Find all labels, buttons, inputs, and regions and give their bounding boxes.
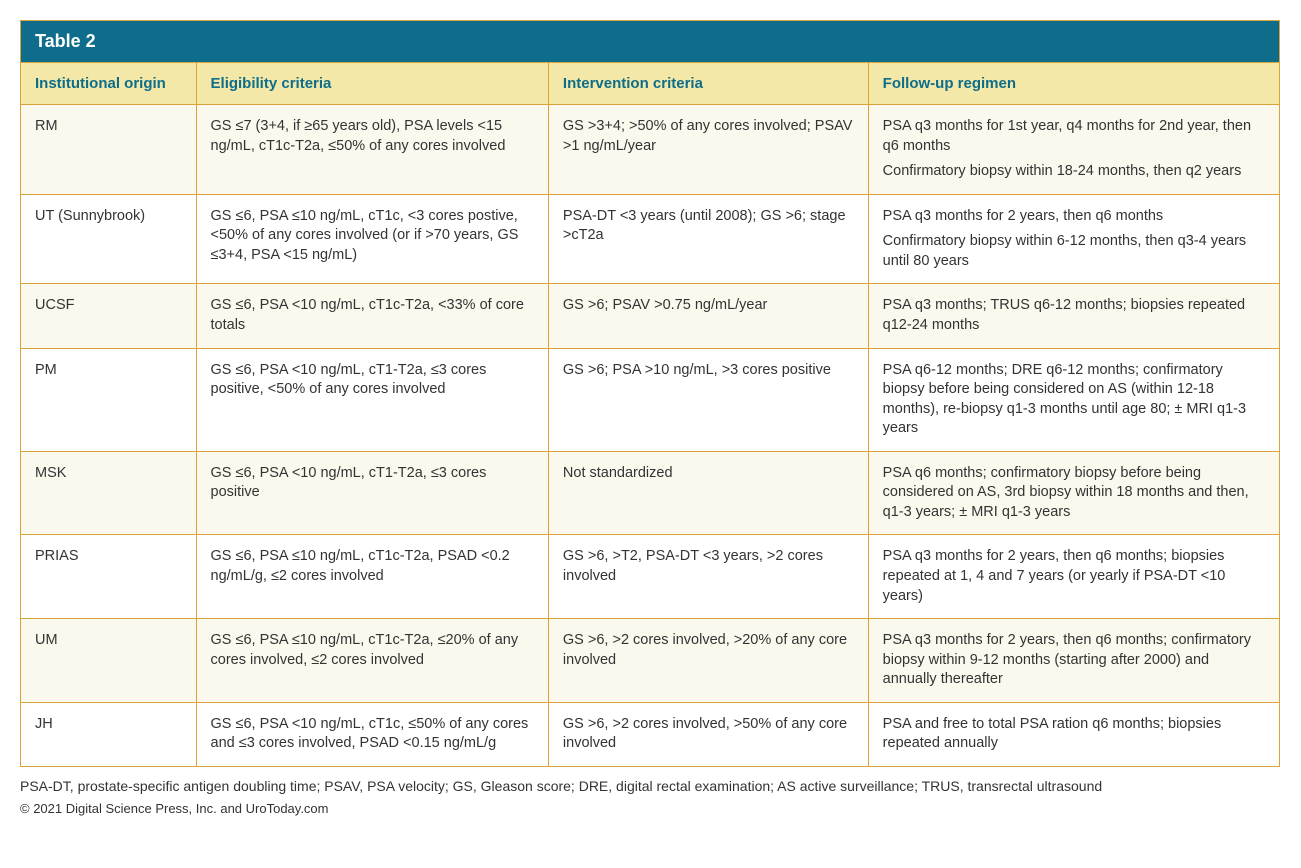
cell-eligibility: GS ≤6, PSA <10 ng/mL, cT1-T2a, ≤3 cores … [196, 348, 548, 451]
table-title: Table 2 [21, 21, 1280, 63]
cell-intervention: GS >6, >T2, PSA-DT <3 years, >2 cores in… [548, 535, 868, 619]
cell-intervention: GS >6, >2 cores involved, >20% of any co… [548, 619, 868, 703]
cell-followup-block: Confirmatory biopsy within 18-24 months,… [883, 162, 1265, 182]
col-header-eligibility: Eligibility criteria [196, 63, 548, 105]
cell-followup: PSA q3 months for 2 years, then q6 month… [868, 194, 1279, 284]
cell-origin: JH [21, 702, 197, 766]
table-row: JHGS ≤6, PSA <10 ng/mL, cT1c, ≤50% of an… [21, 702, 1280, 766]
col-header-intervention: Intervention criteria [548, 63, 868, 105]
table-body: RMGS ≤7 (3+4, if ≥65 years old), PSA lev… [21, 105, 1280, 767]
cell-intervention: GS >6; PSA >10 ng/mL, >3 cores positive [548, 348, 868, 451]
cell-eligibility: GS ≤6, PSA ≤10 ng/mL, cT1c-T2a, ≤20% of … [196, 619, 548, 703]
table-row: UCSFGS ≤6, PSA <10 ng/mL, cT1c-T2a, <33%… [21, 284, 1280, 348]
cell-origin: RM [21, 105, 197, 195]
cell-eligibility: GS ≤6, PSA <10 ng/mL, cT1c, ≤50% of any … [196, 702, 548, 766]
data-table: Table 2 Institutional origin Eligibility… [20, 20, 1280, 767]
cell-intervention: PSA-DT <3 years (until 2008); GS >6; sta… [548, 194, 868, 284]
cell-eligibility: GS ≤7 (3+4, if ≥65 years old), PSA level… [196, 105, 548, 195]
cell-eligibility: GS ≤6, PSA ≤10 ng/mL, cT1c-T2a, PSAD <0.… [196, 535, 548, 619]
cell-followup: PSA q3 months; TRUS q6-12 months; biopsi… [868, 284, 1279, 348]
cell-followup-block: PSA q3 months for 2 years, then q6 month… [883, 631, 1265, 690]
cell-origin: MSK [21, 451, 197, 535]
cell-eligibility: GS ≤6, PSA <10 ng/mL, cT1c-T2a, <33% of … [196, 284, 548, 348]
cell-origin: PRIAS [21, 535, 197, 619]
table-row: MSKGS ≤6, PSA <10 ng/mL, cT1-T2a, ≤3 cor… [21, 451, 1280, 535]
cell-intervention: GS >6, >2 cores involved, >50% of any co… [548, 702, 868, 766]
table-row: PRIASGS ≤6, PSA ≤10 ng/mL, cT1c-T2a, PSA… [21, 535, 1280, 619]
table-row: UT (Sunnybrook)GS ≤6, PSA ≤10 ng/mL, cT1… [21, 194, 1280, 284]
table-row: RMGS ≤7 (3+4, if ≥65 years old), PSA lev… [21, 105, 1280, 195]
cell-followup: PSA q6-12 months; DRE q6-12 months; conf… [868, 348, 1279, 451]
cell-followup-block: PSA q3 months for 1st year, q4 months fo… [883, 117, 1265, 156]
cell-intervention: GS >3+4; >50% of any cores involved; PSA… [548, 105, 868, 195]
table-row: PMGS ≤6, PSA <10 ng/mL, cT1-T2a, ≤3 core… [21, 348, 1280, 451]
cell-followup-block: PSA q3 months for 2 years, then q6 month… [883, 207, 1265, 227]
cell-intervention: Not standardized [548, 451, 868, 535]
cell-followup: PSA q3 months for 2 years, then q6 month… [868, 535, 1279, 619]
cell-followup-block: Confirmatory biopsy within 6-12 months, … [883, 232, 1265, 271]
cell-eligibility: GS ≤6, PSA <10 ng/mL, cT1-T2a, ≤3 cores … [196, 451, 548, 535]
cell-followup: PSA q3 months for 2 years, then q6 month… [868, 619, 1279, 703]
cell-origin: UM [21, 619, 197, 703]
cell-followup: PSA q3 months for 1st year, q4 months fo… [868, 105, 1279, 195]
table-row: UMGS ≤6, PSA ≤10 ng/mL, cT1c-T2a, ≤20% o… [21, 619, 1280, 703]
cell-origin: UT (Sunnybrook) [21, 194, 197, 284]
cell-followup-block: PSA q3 months for 2 years, then q6 month… [883, 547, 1265, 606]
cell-origin: PM [21, 348, 197, 451]
cell-followup: PSA q6 months; confirmatory biopsy befor… [868, 451, 1279, 535]
col-header-origin: Institutional origin [21, 63, 197, 105]
cell-followup: PSA and free to total PSA ration q6 mont… [868, 702, 1279, 766]
copyright-text: © 2021 Digital Science Press, Inc. and U… [20, 801, 1280, 816]
table-header-row: Institutional origin Eligibility criteri… [21, 63, 1280, 105]
cell-intervention: GS >6; PSAV >0.75 ng/mL/year [548, 284, 868, 348]
cell-followup-block: PSA q3 months; TRUS q6-12 months; biopsi… [883, 296, 1265, 335]
col-header-followup: Follow-up regimen [868, 63, 1279, 105]
table-title-row: Table 2 [21, 21, 1280, 63]
cell-followup-block: PSA q6 months; confirmatory biopsy befor… [883, 464, 1265, 523]
cell-followup-block: PSA q6-12 months; DRE q6-12 months; conf… [883, 361, 1265, 439]
cell-followup-block: PSA and free to total PSA ration q6 mont… [883, 715, 1265, 754]
table-footnote: PSA-DT, prostate-specific antigen doubli… [20, 777, 1280, 795]
cell-origin: UCSF [21, 284, 197, 348]
table-container: Table 2 Institutional origin Eligibility… [20, 20, 1280, 816]
cell-eligibility: GS ≤6, PSA ≤10 ng/mL, cT1c, <3 cores pos… [196, 194, 548, 284]
